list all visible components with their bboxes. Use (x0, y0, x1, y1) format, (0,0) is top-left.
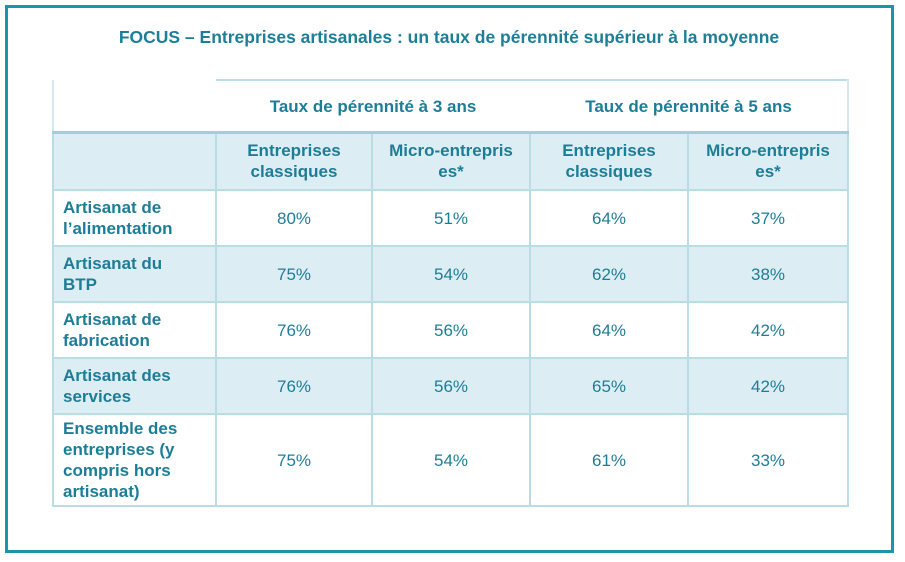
row-label: Artisanat de l’alimentation (52, 189, 217, 247)
value-cell: 42% (687, 301, 849, 359)
row-label: Artisanat de fabrication (52, 301, 217, 359)
value-cell: 56% (371, 357, 531, 415)
table-row: Artisanat des services 76% 56% 65% 42% (52, 357, 849, 415)
value-cell: 62% (529, 245, 689, 303)
value-cell: 75% (215, 245, 373, 303)
group-header-5-ans: Taux de pérennité à 5 ans (530, 79, 849, 134)
value-cell: 64% (529, 301, 689, 359)
value-cell: 37% (687, 189, 849, 247)
value-cell: 38% (687, 245, 849, 303)
table-row: Artisanat du BTP 75% 54% 62% 38% (52, 245, 849, 303)
row-label: Artisanat du BTP (52, 245, 217, 303)
value-cell: 80% (215, 189, 373, 247)
table-row: Artisanat de l’alimentation 80% 51% 64% 3… (52, 189, 849, 247)
value-cell: 54% (371, 245, 531, 303)
row-label: Artisanat des services (52, 357, 217, 415)
value-cell: 61% (529, 413, 689, 507)
value-cell: 65% (529, 357, 689, 415)
corner-cell (52, 80, 216, 134)
value-cell: 54% (371, 413, 531, 507)
group-header-3-ans: Taux de pérennité à 3 ans (216, 79, 530, 134)
value-cell: 64% (529, 189, 689, 247)
subheader-micro-3-ans: Micro-entrepris es* (371, 131, 531, 191)
subheader-row: Entreprises classiques Micro-entrepris es*… (52, 131, 849, 191)
focus-title: FOCUS – Entreprises artisanales : un tau… (118, 27, 780, 47)
subheader-corner (52, 131, 217, 191)
value-cell: 42% (687, 357, 849, 415)
subheader-classiques-5-ans: Entreprises classiques (529, 131, 689, 191)
table-row: Ensemble des entreprises (y compris hors ar… (52, 413, 849, 507)
group-header-row: Taux de pérennité à 3 ans Taux de pérenn… (52, 79, 849, 134)
table-row: Artisanat de fabrication 76% 56% 64% 42% (52, 301, 849, 359)
subheader-classiques-3-ans: Entreprises classiques (215, 131, 373, 191)
row-label: Ensemble des entreprises (y compris hors ar… (52, 413, 217, 507)
value-cell: 56% (371, 301, 531, 359)
value-cell: 51% (371, 189, 531, 247)
value-cell: 75% (215, 413, 373, 507)
perennite-table: Taux de pérennité à 3 ans Taux de pérenn… (52, 79, 849, 507)
value-cell: 76% (215, 301, 373, 359)
subheader-micro-5-ans: Micro-entrepris es* (687, 131, 849, 191)
value-cell: 76% (215, 357, 373, 415)
value-cell: 33% (687, 413, 849, 507)
